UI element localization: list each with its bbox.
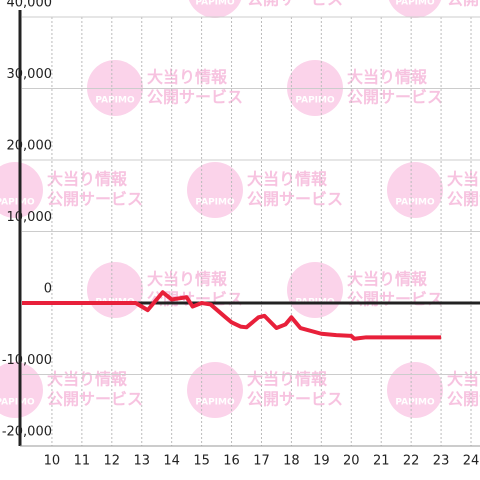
watermark-text: 公開サービス — [47, 390, 143, 409]
y-tick-label: -10,000 — [2, 353, 52, 368]
x-tick-label: 17 — [253, 454, 270, 469]
watermark-text: 大当り情報 — [147, 270, 228, 289]
watermark-text: 公開サービス — [47, 190, 143, 209]
y-tick-label: -20,000 — [2, 425, 52, 440]
watermark-text: 公開サービス — [447, 190, 480, 209]
y-tick-label: 10,000 — [7, 210, 53, 225]
watermark-text: 公開サービス — [247, 390, 343, 409]
watermark-text: 公開サービス — [247, 190, 343, 209]
watermark-text: 大当り情報 — [347, 270, 428, 289]
watermark-logo-text: PAPIMO — [395, 198, 435, 208]
watermark-text: 公開サービス — [447, 390, 480, 409]
x-tick-label: 11 — [74, 454, 91, 469]
watermark-logo-text: PAPIMO — [195, 0, 235, 8]
watermark-logo-text: PAPIMO — [95, 96, 135, 106]
y-tick-label: 20,000 — [7, 139, 53, 154]
watermark-logo-text: PAPIMO — [195, 198, 235, 208]
watermark-logo — [87, 262, 143, 318]
watermark-text: 大当り情報 — [447, 170, 480, 189]
watermark-logo-text: PAPIMO — [395, 0, 435, 8]
watermark-text: 大当り情報 — [47, 170, 128, 189]
y-tick-label: 40,000 — [7, 0, 53, 11]
x-tick-label: 13 — [133, 454, 150, 469]
x-tick-label: 20 — [343, 454, 360, 469]
y-tick-label: 30,000 — [7, 67, 53, 82]
watermark-text: 大当り情報 — [247, 370, 328, 389]
x-tick-label: 24 — [463, 454, 480, 469]
watermark-logo — [187, 162, 243, 218]
watermark-text: 公開サービス — [447, 0, 480, 9]
watermark-logo — [188, 0, 242, 18]
x-tick-label: 19 — [313, 454, 330, 469]
watermark-logo — [287, 262, 343, 318]
watermark-text: 公開サービス — [347, 290, 443, 309]
x-tick-label: 22 — [403, 454, 420, 469]
x-tick-label: 14 — [163, 454, 180, 469]
watermark-logo — [187, 362, 243, 418]
watermark-text: 大当り情報 — [147, 68, 228, 87]
watermark-logo — [388, 0, 442, 18]
watermark-logo-text: PAPIMO — [0, 198, 35, 208]
x-tick-label: 12 — [104, 454, 121, 469]
x-tick-label: 10 — [44, 454, 61, 469]
watermark-logo-text: PAPIMO — [195, 398, 235, 408]
watermark-text: 大当り情報 — [347, 68, 428, 87]
watermark-logo — [387, 162, 443, 218]
watermark-logo-text: PAPIMO — [295, 96, 335, 106]
watermark-text: 大当り情報 — [447, 370, 480, 389]
watermark-logo-text: PAPIMO — [395, 398, 435, 408]
x-tick-label: 16 — [223, 454, 240, 469]
watermark-text: 大当り情報 — [247, 170, 328, 189]
x-tick-label: 15 — [193, 454, 210, 469]
watermark-logo-text: PAPIMO — [0, 398, 35, 408]
x-tick-label: 23 — [433, 454, 450, 469]
watermark-text: 公開サービス — [147, 88, 243, 107]
y-tick-label: 0 — [44, 282, 52, 297]
watermark-text: 公開サービス — [347, 88, 443, 107]
watermark-logo — [387, 362, 443, 418]
data-line — [22, 290, 442, 341]
x-tick-label: 18 — [283, 454, 300, 469]
x-tick-label: 21 — [373, 454, 390, 469]
watermark-text: 大当り情報 — [47, 370, 128, 389]
watermark-text: 公開サービス — [247, 0, 343, 9]
